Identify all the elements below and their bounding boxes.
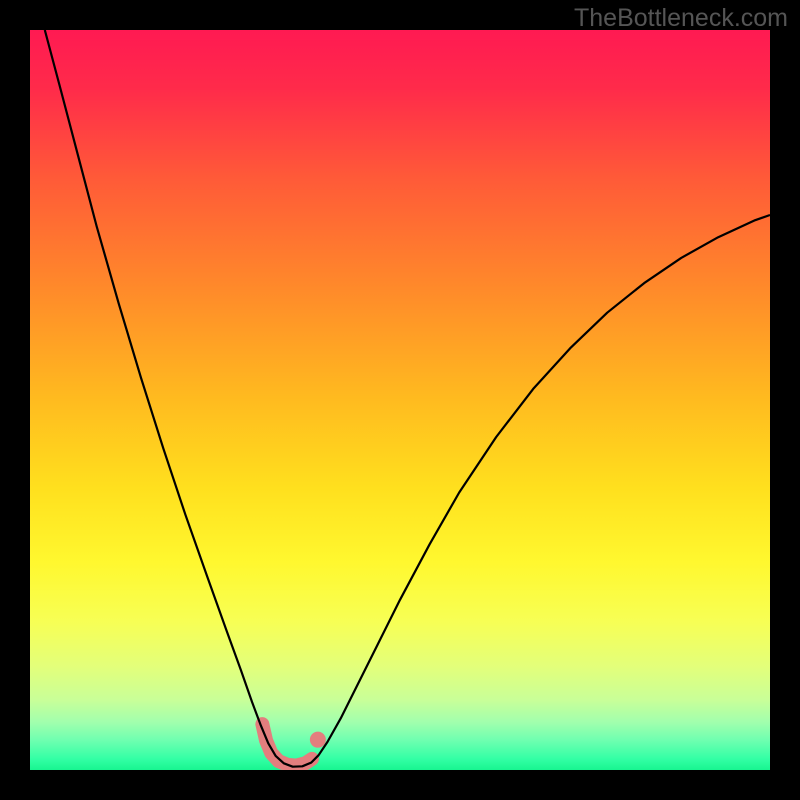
highlight-dot <box>310 732 326 748</box>
frame-border-left <box>0 0 30 800</box>
watermark-text: TheBottleneck.com <box>574 4 788 33</box>
curve-layer <box>30 30 770 770</box>
frame-border-right <box>770 0 800 800</box>
plot-area <box>30 30 770 770</box>
frame-border-bottom <box>0 770 800 800</box>
chart-container: TheBottleneck.com <box>0 0 800 800</box>
bottleneck-curve <box>45 30 770 767</box>
